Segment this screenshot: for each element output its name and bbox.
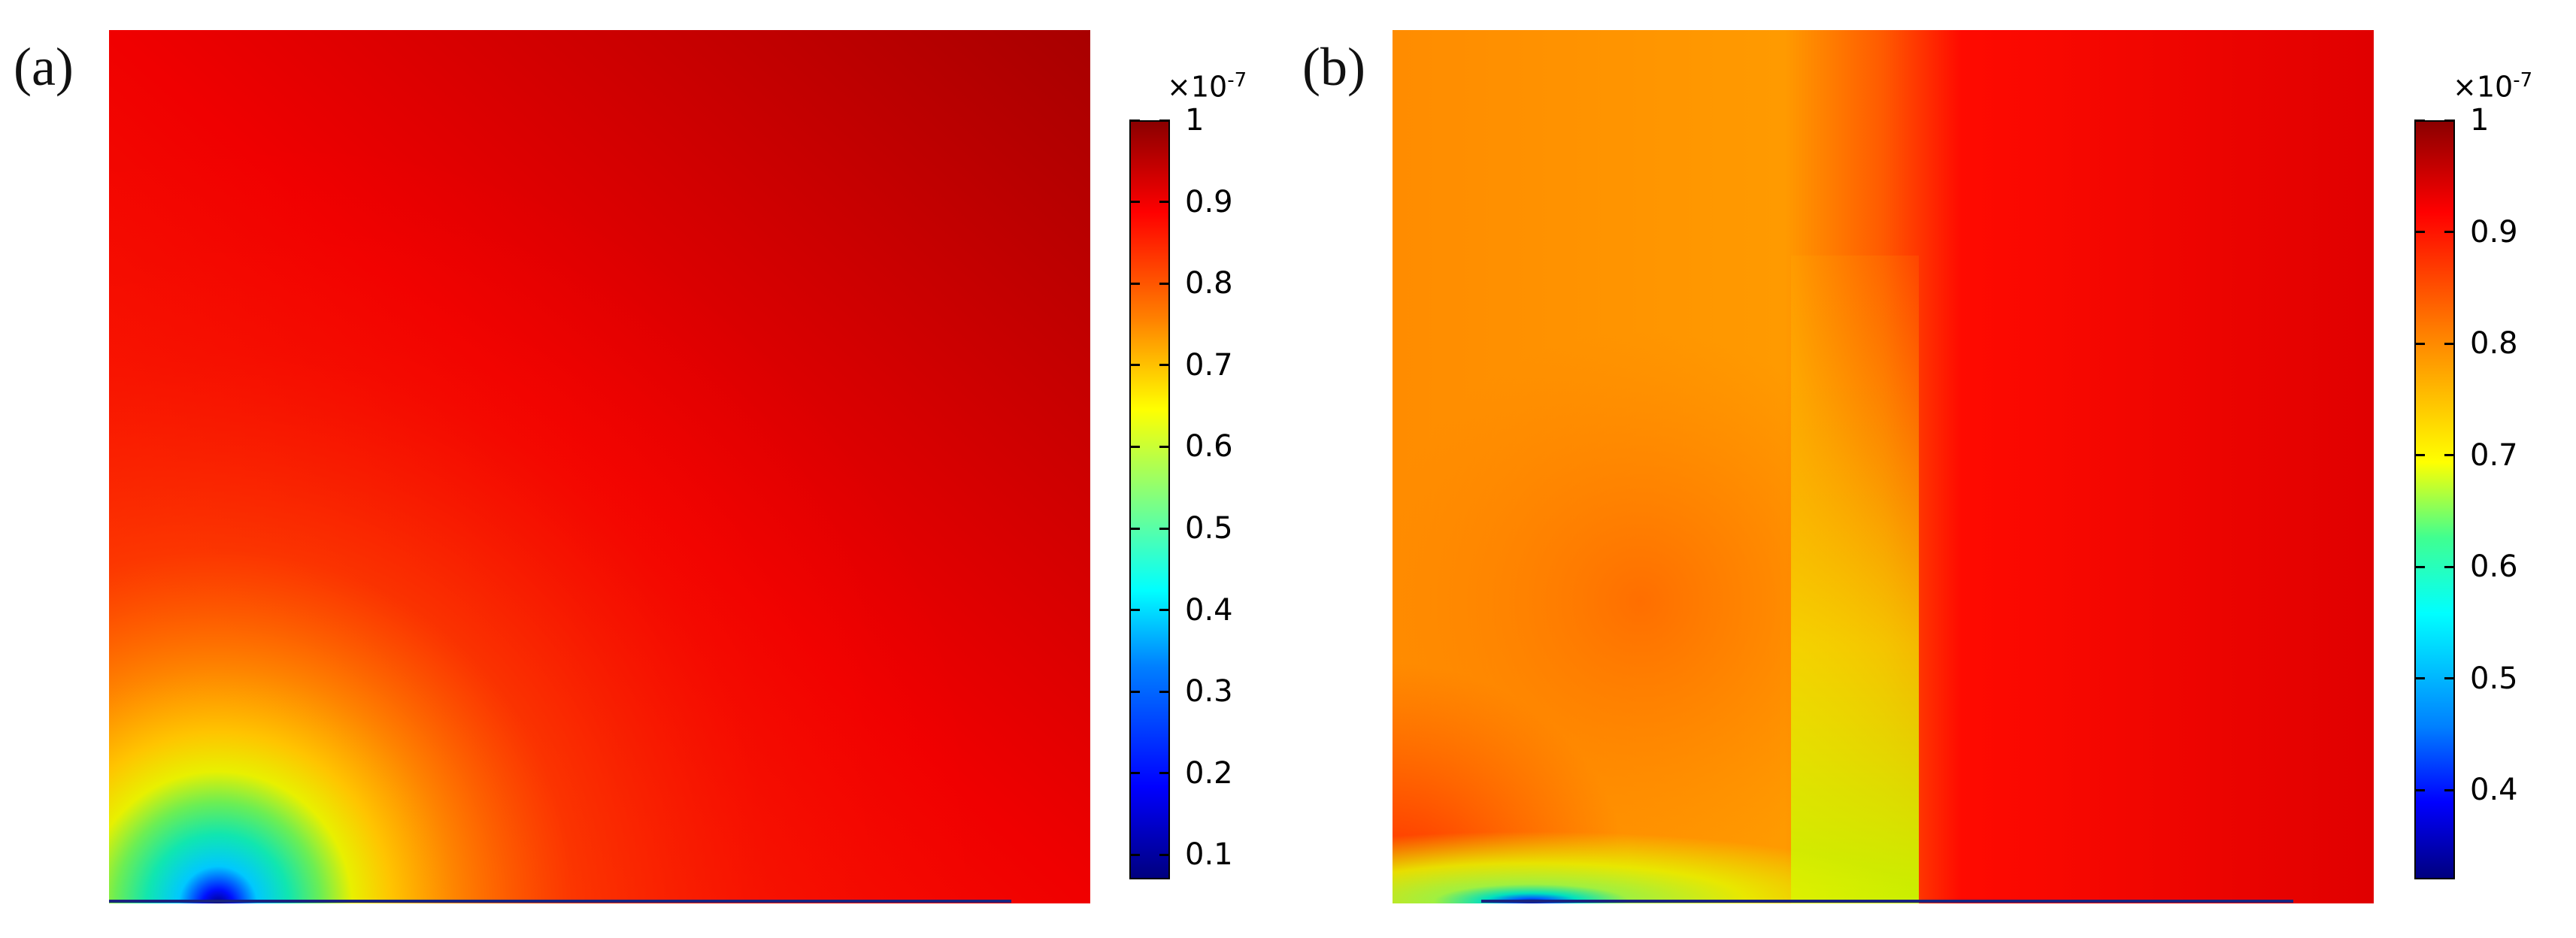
colorbar-tick-label: 0.8 xyxy=(2470,326,2518,362)
colorbar-tick xyxy=(2444,231,2455,234)
colorbar-tick xyxy=(2414,788,2425,791)
panel-b-colorbar xyxy=(2414,120,2455,879)
colorbar-tick xyxy=(1129,119,1140,122)
colorbar-tick-label: 0.1 xyxy=(1185,837,1233,873)
panel-b-colorbar-multiplier: ×10-7 xyxy=(2453,69,2533,104)
panel-a-label: (a) xyxy=(14,37,74,97)
colorbar-tick xyxy=(1129,282,1140,285)
colorbar-tick xyxy=(2444,119,2455,122)
colorbar-tick-label: 0.9 xyxy=(2470,214,2518,250)
panel-a-boundary-line xyxy=(109,900,1011,903)
colorbar-tick-label: 0.6 xyxy=(2470,549,2518,585)
colorbar-tick xyxy=(2444,565,2455,568)
colorbar-tick-label: 0.7 xyxy=(2470,437,2518,473)
colorbar-tick xyxy=(1129,772,1140,775)
colorbar-tick-label: 0.9 xyxy=(1185,184,1233,219)
colorbar-tick-label: 1 xyxy=(2470,103,2490,138)
colorbar-tick-label: 0.5 xyxy=(2470,661,2518,696)
colorbar-tick xyxy=(1129,853,1140,856)
colorbar-tick xyxy=(1129,609,1140,612)
colorbar-tick xyxy=(1159,364,1170,367)
colorbar-tick-label: 0.7 xyxy=(1185,347,1233,383)
colorbar-tick-label: 0.5 xyxy=(1185,511,1233,546)
colorbar-tick xyxy=(1159,201,1170,204)
colorbar-tick xyxy=(1129,527,1140,530)
panel-a-colorbar-multiplier: ×10-7 xyxy=(1167,69,1247,104)
colorbar-tick xyxy=(2444,342,2455,345)
panel-b-field xyxy=(1393,30,2374,903)
colorbar-tick-label: 0.8 xyxy=(1185,266,1233,301)
colorbar-tick xyxy=(2414,454,2425,457)
panel-b-boundary-line xyxy=(1481,900,2293,903)
colorbar-tick-label: 0.4 xyxy=(2470,773,2518,808)
colorbar-tick-label: 0.4 xyxy=(1185,592,1233,628)
colorbar-tick-label: 0.6 xyxy=(1185,429,1233,464)
colorbar-tick xyxy=(1159,853,1170,856)
panel-a-colorbar xyxy=(1129,120,1170,879)
colorbar-tick xyxy=(1159,282,1170,285)
colorbar-tick xyxy=(1159,609,1170,612)
colorbar-tick xyxy=(2414,119,2425,122)
colorbar-tick xyxy=(2414,677,2425,680)
panel-b-label: (b) xyxy=(1302,37,1365,97)
colorbar-tick xyxy=(1159,119,1170,122)
colorbar-tick xyxy=(2414,565,2425,568)
colorbar-tick xyxy=(2444,677,2455,680)
colorbar-tick xyxy=(1159,445,1170,448)
colorbar-tick xyxy=(1129,445,1140,448)
colorbar-tick xyxy=(1129,201,1140,204)
colorbar-tick xyxy=(1129,364,1140,367)
panel-a-field xyxy=(109,30,1090,903)
colorbar-tick xyxy=(2414,342,2425,345)
colorbar-tick xyxy=(1129,690,1140,693)
colorbar-tick-label: 1 xyxy=(1185,103,1205,138)
colorbar-tick-label: 0.3 xyxy=(1185,674,1233,710)
colorbar-tick-label: 0.2 xyxy=(1185,755,1233,791)
colorbar-tick xyxy=(2444,788,2455,791)
colorbar-tick xyxy=(2444,454,2455,457)
colorbar-tick xyxy=(1159,772,1170,775)
colorbar-tick xyxy=(1159,527,1170,530)
colorbar-tick xyxy=(2414,231,2425,234)
colorbar-tick xyxy=(1159,690,1170,693)
